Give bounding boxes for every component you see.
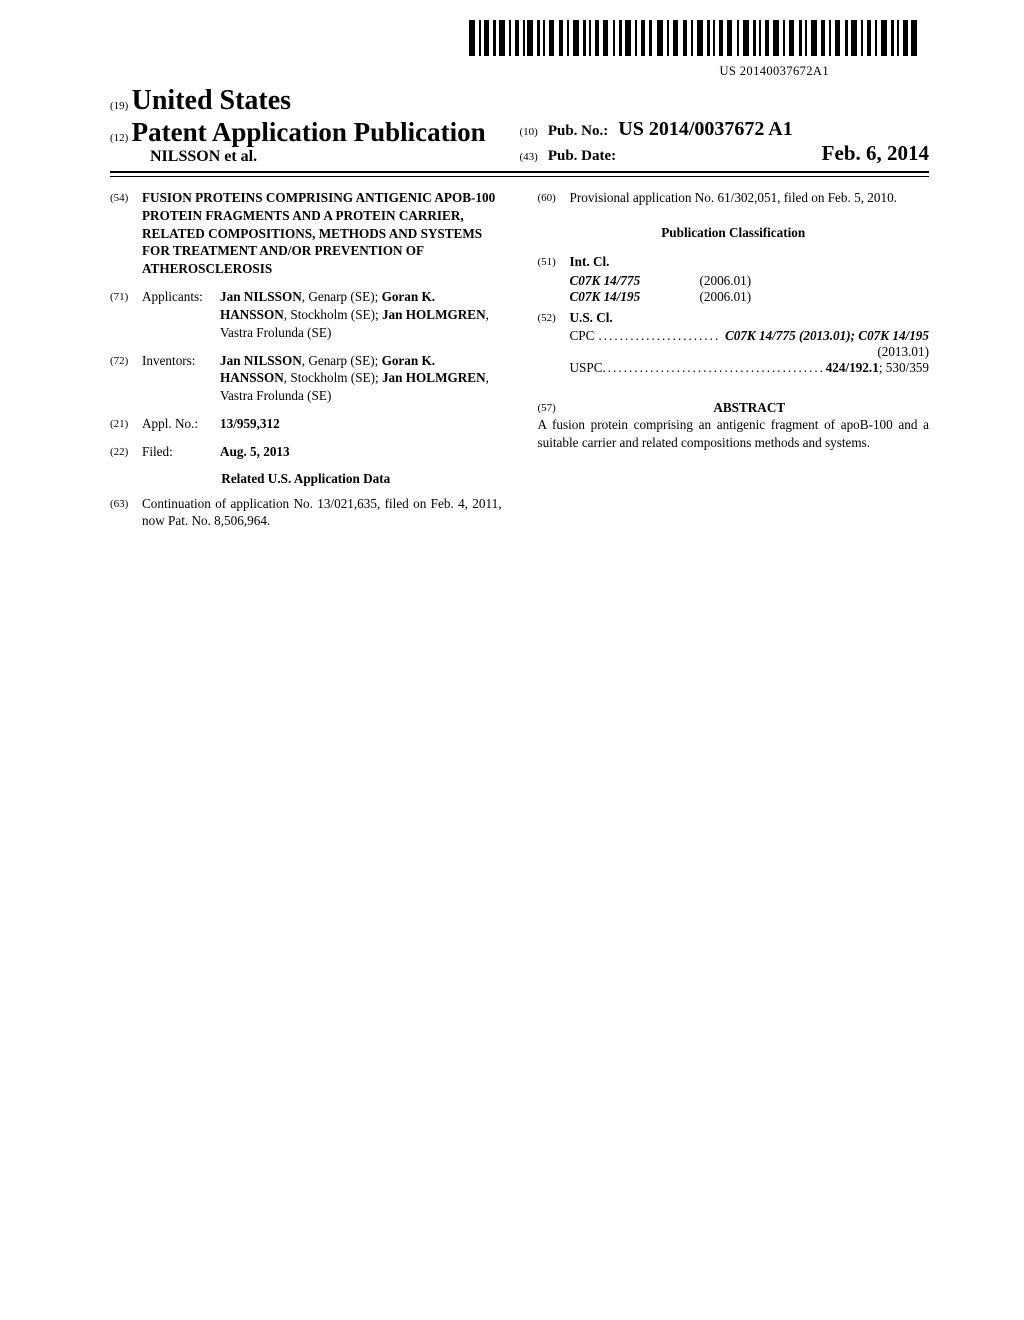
filed-field: (22) Filed: Aug. 5, 2013 [110, 443, 502, 461]
pub-date-value: Feb. 6, 2014 [822, 141, 929, 166]
appl-no-code: (21) [110, 415, 142, 433]
uscl-label: U.S. Cl. [570, 310, 613, 325]
body-columns: (54) FUSION PROTEINS COMPRISING ANTIGENI… [110, 189, 929, 540]
country-code: (19) [110, 100, 128, 112]
cpc-codes: C07K 14/775 (2013.01); C07K 14/195 [725, 328, 929, 344]
divider-thin [110, 176, 929, 177]
appl-no-field: (21) Appl. No.: 13/959,312 [110, 415, 502, 433]
abstract-row: (57) ABSTRACT [538, 400, 930, 416]
barcode-svg [469, 20, 919, 56]
provisional-field: (60) Provisional application No. 61/302,… [538, 189, 930, 207]
uspc-value: 424/192.1; 530/359 [826, 360, 929, 376]
intcl-code-1: C07K 14/195 [570, 289, 700, 305]
barcode-number: US 20140037672A1 [110, 64, 829, 79]
pub-date-code: (43) [520, 151, 538, 163]
right-column: (60) Provisional application No. 61/302,… [538, 189, 930, 540]
uscl-code: (52) [538, 309, 570, 327]
uscl-field: (52) U.S. Cl. [538, 309, 930, 327]
header-left: (19) United States (12) Patent Applicati… [110, 85, 487, 166]
cpc-line: CPC C07K 14/775 (2013.01); C07K 14/195 [570, 328, 930, 344]
patent-page: US 20140037672A1 (19) United States (12)… [0, 0, 1024, 570]
intcl-entry-1: C07K 14/195 (2006.01) [570, 289, 930, 305]
invention-title: FUSION PROTEINS COMPRISING ANTIGENIC APO… [142, 189, 502, 278]
dotted-leader-2 [603, 360, 826, 376]
left-column: (54) FUSION PROTEINS COMPRISING ANTIGENI… [110, 189, 502, 540]
dotted-leader [598, 328, 721, 344]
cpc-tail: (2013.01) [538, 344, 930, 360]
applicants-value: Jan NILSSON, Genarp (SE); Goran K. HANSS… [220, 288, 502, 341]
provisional-code: (60) [538, 189, 570, 207]
related-app-heading: Related U.S. Application Data [110, 471, 502, 487]
authors-line: NILSSON et al. [150, 148, 487, 166]
abstract-heading: ABSTRACT [713, 400, 785, 415]
appl-no-label: Appl. No.: [142, 415, 220, 433]
doc-type: Patent Application Publication [132, 117, 486, 147]
inventors-value: Jan NILSSON, Genarp (SE); Goran K. HANSS… [220, 352, 502, 405]
continuation-field: (63) Continuation of application No. 13/… [110, 495, 502, 531]
applicants-code: (71) [110, 288, 142, 341]
intcl-ver-0: (2006.01) [700, 273, 752, 289]
intcl-entry-0: C07K 14/775 (2006.01) [570, 273, 930, 289]
continuation-code: (63) [110, 495, 142, 531]
applicants-field: (71) Applicants: Jan NILSSON, Genarp (SE… [110, 288, 502, 341]
barcode [469, 20, 919, 58]
barcode-block: US 20140037672A1 [110, 0, 929, 79]
classification-heading: Publication Classification [538, 225, 930, 241]
pub-no-label: Pub. No.: [548, 123, 608, 140]
title-field: (54) FUSION PROTEINS COMPRISING ANTIGENI… [110, 189, 502, 278]
intcl-code: (51) [538, 253, 570, 271]
intcl-code-0: C07K 14/775 [570, 273, 700, 289]
filed-value: Aug. 5, 2013 [220, 444, 290, 459]
abstract-code: (57) [538, 400, 570, 416]
intcl-ver-1: (2006.01) [700, 289, 752, 305]
filed-code: (22) [110, 443, 142, 461]
inventors-field: (72) Inventors: Jan NILSSON, Genarp (SE)… [110, 352, 502, 405]
continuation-text: Continuation of application No. 13/021,6… [142, 495, 502, 531]
doc-type-code: (12) [110, 132, 128, 144]
abstract-text: A fusion protein comprising an antigenic… [538, 416, 930, 452]
filed-label: Filed: [142, 443, 220, 461]
uspc-line: USPC 424/192.1; 530/359 [570, 360, 930, 376]
applicants-label: Applicants: [142, 288, 220, 341]
provisional-text: Provisional application No. 61/302,051, … [570, 189, 930, 207]
country-name: United States [132, 85, 291, 116]
uspc-value-bold: 424/192.1 [826, 360, 879, 375]
pub-no-value: US 2014/0037672 A1 [618, 118, 792, 141]
appl-no-value: 13/959,312 [220, 416, 280, 431]
cpc-label: CPC [570, 328, 595, 344]
uspc-label: USPC [570, 360, 603, 376]
pub-no-code: (10) [520, 126, 538, 138]
document-header: (19) United States (12) Patent Applicati… [110, 85, 929, 166]
title-code: (54) [110, 189, 142, 278]
inventors-code: (72) [110, 352, 142, 405]
divider-thick [110, 171, 929, 173]
inventors-label: Inventors: [142, 352, 220, 405]
header-right: (10) Pub. No.: US 2014/0037672 A1 (43) P… [520, 118, 930, 166]
uspc-value-rest: ; 530/359 [879, 360, 929, 375]
pub-date-label: Pub. Date: [548, 148, 616, 165]
intcl-label: Int. Cl. [570, 254, 610, 269]
intcl-field: (51) Int. Cl. [538, 253, 930, 271]
